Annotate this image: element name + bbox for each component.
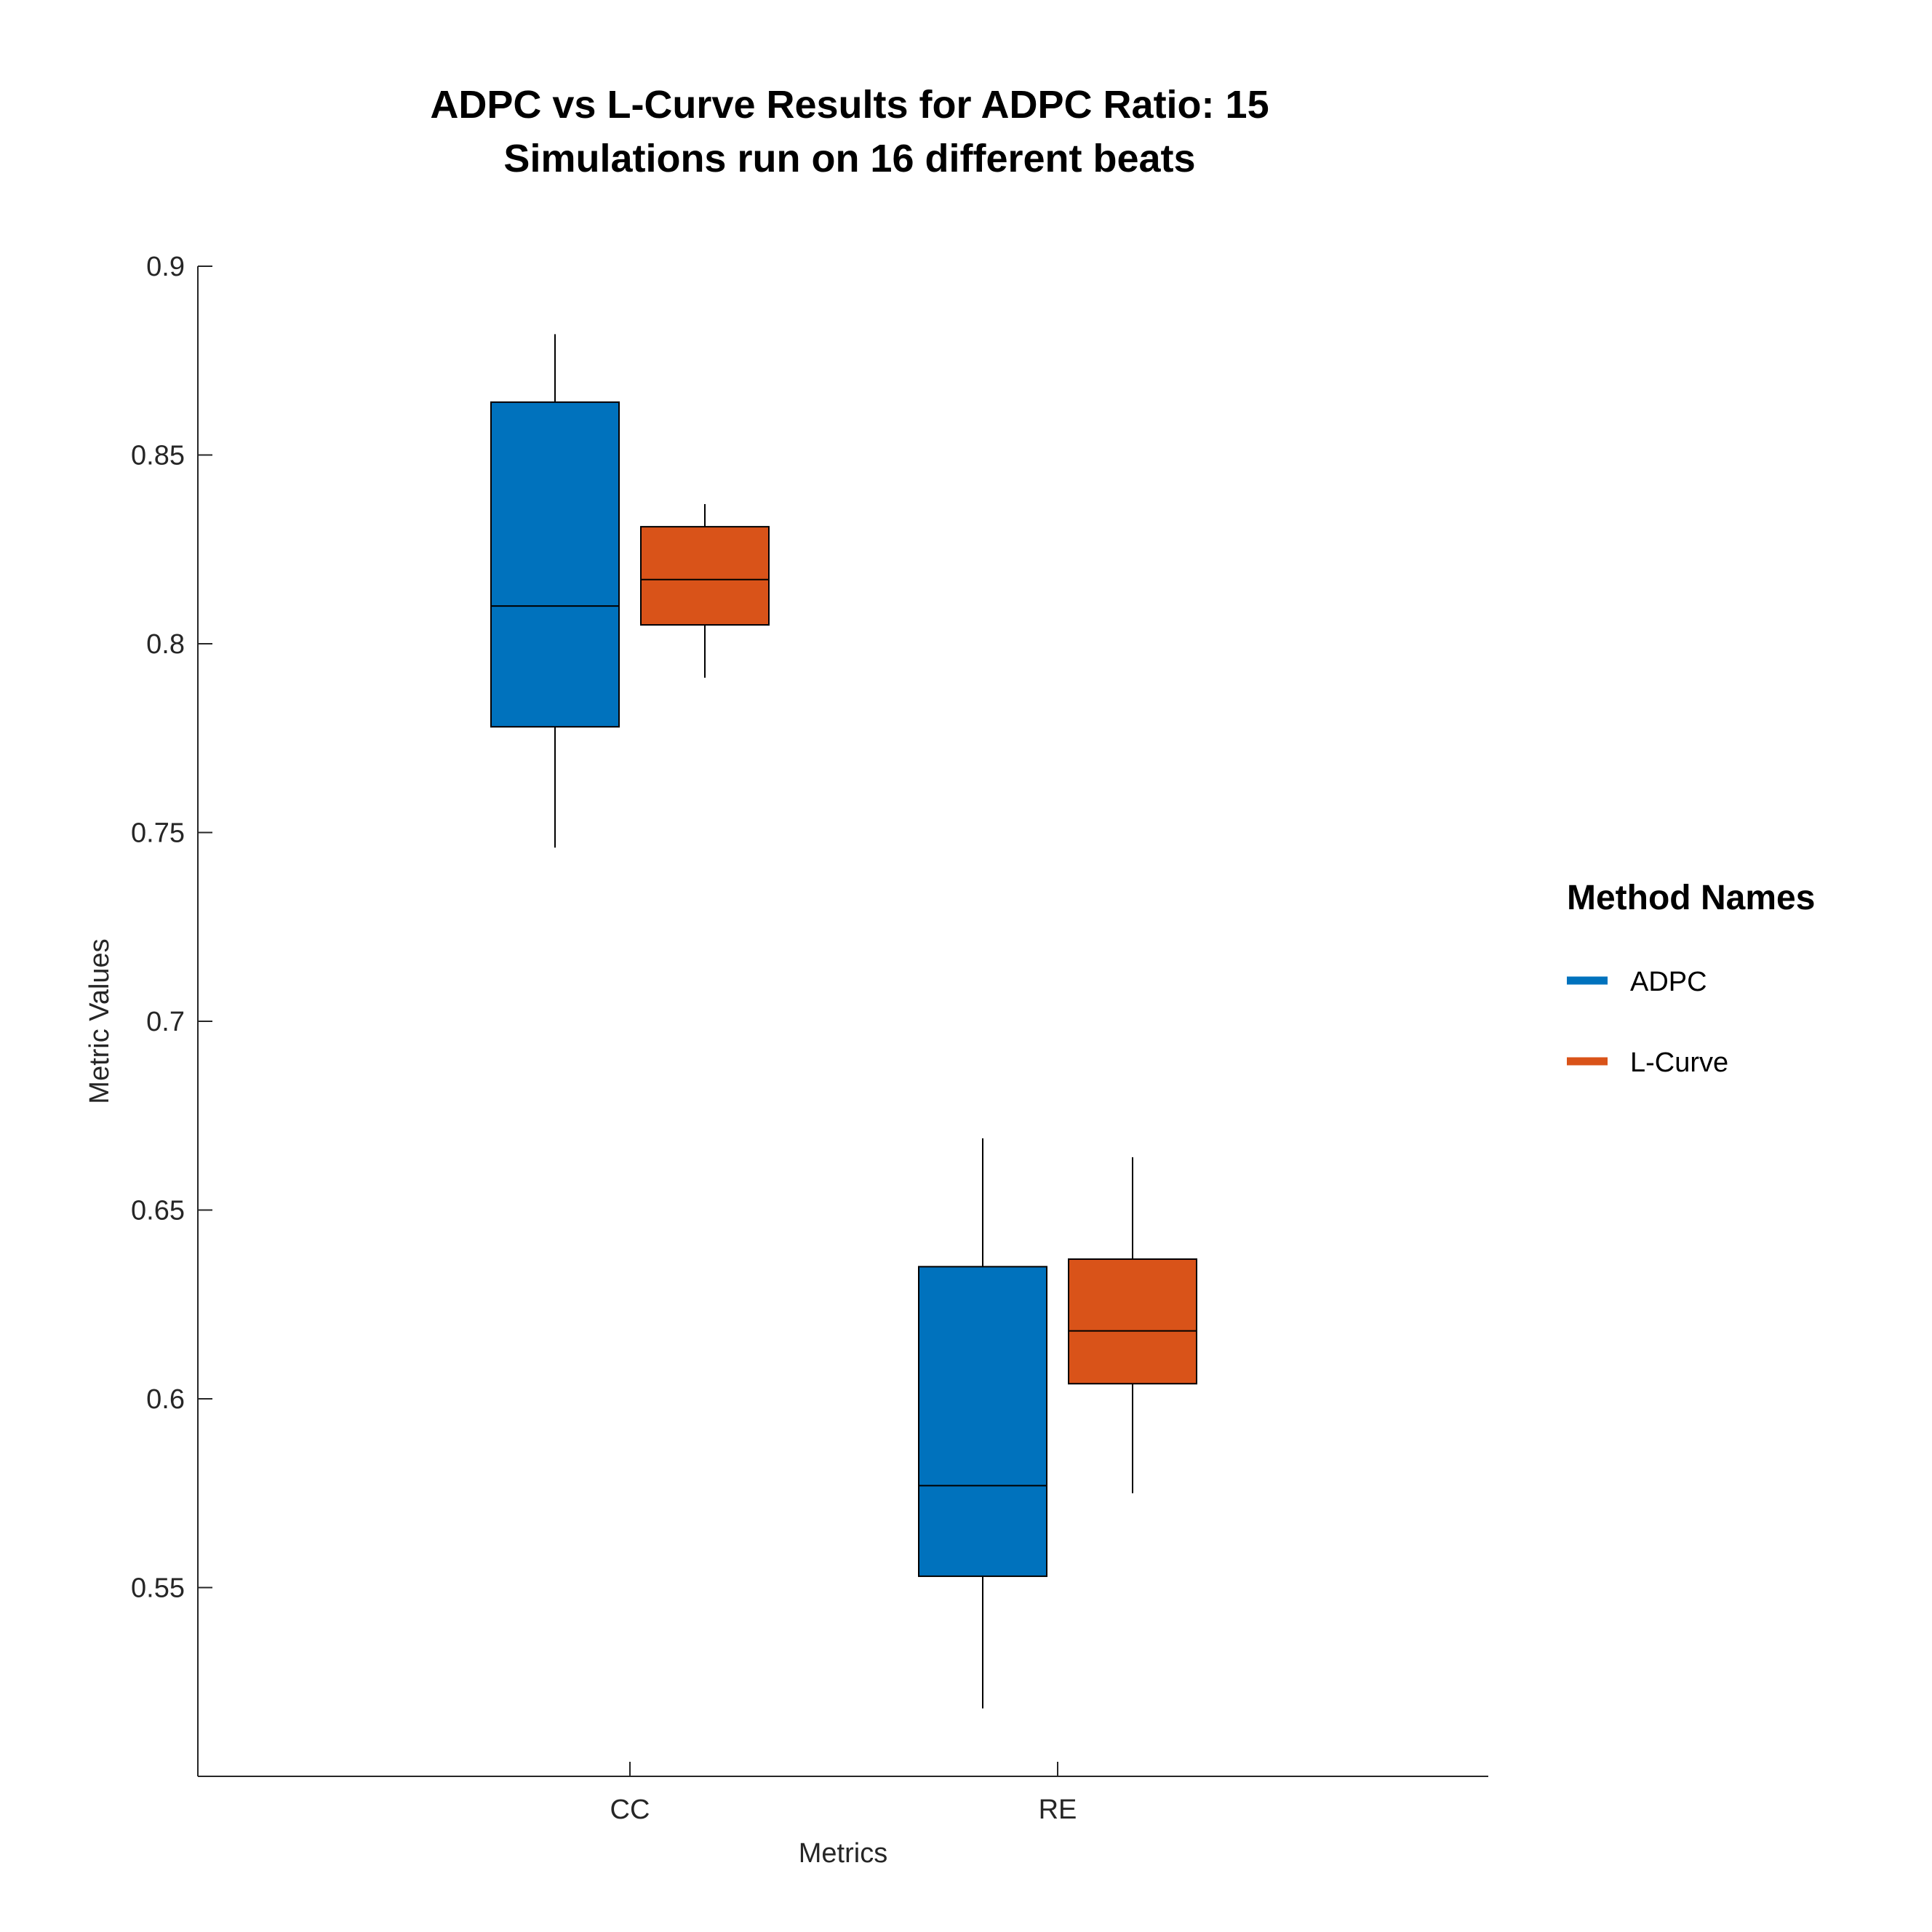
- chart-title: ADPC vs L-Curve Results for ADPC Ratio: …: [430, 83, 1269, 127]
- y-tick-label: 0.6: [146, 1384, 185, 1415]
- box-adpc-cc: [490, 334, 620, 848]
- x-axis-label: Metrics: [799, 1838, 887, 1869]
- y-tick-label: 0.85: [131, 441, 185, 471]
- y-tick-label: 0.75: [131, 818, 185, 849]
- y-tick-label: 0.9: [146, 252, 185, 282]
- x-tick-label-re: RE: [1039, 1795, 1077, 1825]
- box-adpc-re: [918, 1138, 1047, 1709]
- legend: Method Names ADPC L-Curve: [1567, 879, 1815, 1078]
- y-tick-label: 0.55: [131, 1573, 185, 1604]
- x-tick-label-cc: CC: [610, 1795, 650, 1825]
- box-body: [640, 526, 770, 626]
- box-l-curve-re: [1068, 1157, 1197, 1493]
- y-tick-label: 0.65: [131, 1196, 185, 1226]
- legend-item-adpc: ADPC: [1567, 967, 1707, 997]
- plot-area: [490, 334, 1197, 1709]
- box-body: [1068, 1258, 1197, 1385]
- y-axis-label: Metric Values: [84, 938, 115, 1103]
- legend-title: Method Names: [1567, 879, 1815, 917]
- y-axis-ticks: 0.55 0.6 0.65 0.7 0.75 0.8 0.85 0.9: [131, 252, 212, 1604]
- legend-label: ADPC: [1630, 967, 1707, 997]
- box-body: [918, 1266, 1047, 1577]
- y-tick-label: 0.8: [146, 629, 185, 660]
- chart-subtitle: Simulations run on 16 different beats: [503, 137, 1195, 180]
- box-l-curve-cc: [640, 503, 770, 678]
- legend-item-l-curve: L-Curve: [1567, 1047, 1728, 1078]
- legend-label: L-Curve: [1630, 1047, 1728, 1078]
- y-tick-label: 0.7: [146, 1007, 185, 1037]
- x-axis-ticks: CC RE: [610, 1762, 1077, 1825]
- box-body: [490, 401, 620, 728]
- legend-items: ADPC L-Curve: [1567, 967, 1728, 1078]
